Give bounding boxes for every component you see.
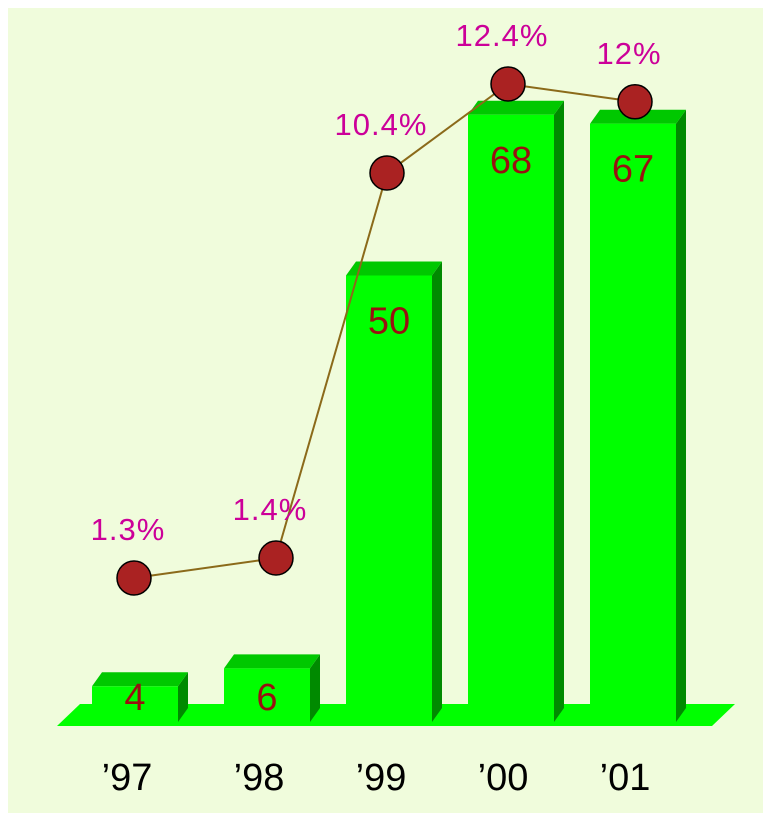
category-tick-label: ’01 xyxy=(600,757,651,799)
bar-value-label: 68 xyxy=(490,140,532,182)
bar-value-label: 4 xyxy=(124,677,145,719)
bar-side xyxy=(310,654,320,722)
percent-marker xyxy=(617,84,653,120)
percent-marker xyxy=(258,540,294,576)
category-tick-label: ’98 xyxy=(234,757,285,799)
percent-data-label: 1.3% xyxy=(91,512,166,547)
bar-side xyxy=(676,109,686,722)
bar xyxy=(590,123,676,722)
bar-side xyxy=(178,672,188,722)
bar xyxy=(92,686,178,722)
bar xyxy=(224,668,310,722)
bar-top xyxy=(346,261,442,276)
bar-side xyxy=(554,100,564,722)
percent-marker xyxy=(490,66,526,102)
category-tick-label: ’00 xyxy=(478,757,529,799)
bar-value-label: 50 xyxy=(368,301,410,343)
bar-top xyxy=(468,100,564,115)
bar xyxy=(346,275,432,722)
percent-marker xyxy=(116,560,152,596)
percent-data-label: 10.4% xyxy=(335,107,428,142)
percent-data-label: 12% xyxy=(596,36,661,71)
bar-value-label: 6 xyxy=(256,677,277,719)
category-tick-label: ’99 xyxy=(356,757,407,799)
bar xyxy=(468,114,554,722)
bar-side xyxy=(432,261,442,722)
category-tick-label: ’97 xyxy=(102,757,153,799)
percent-data-label: 12.4% xyxy=(456,18,549,53)
bar-value-label: 67 xyxy=(612,149,654,191)
percent-marker xyxy=(369,155,405,191)
percent-data-label: 1.4% xyxy=(233,492,308,527)
bar-top xyxy=(92,672,188,687)
bar-top xyxy=(224,654,320,669)
